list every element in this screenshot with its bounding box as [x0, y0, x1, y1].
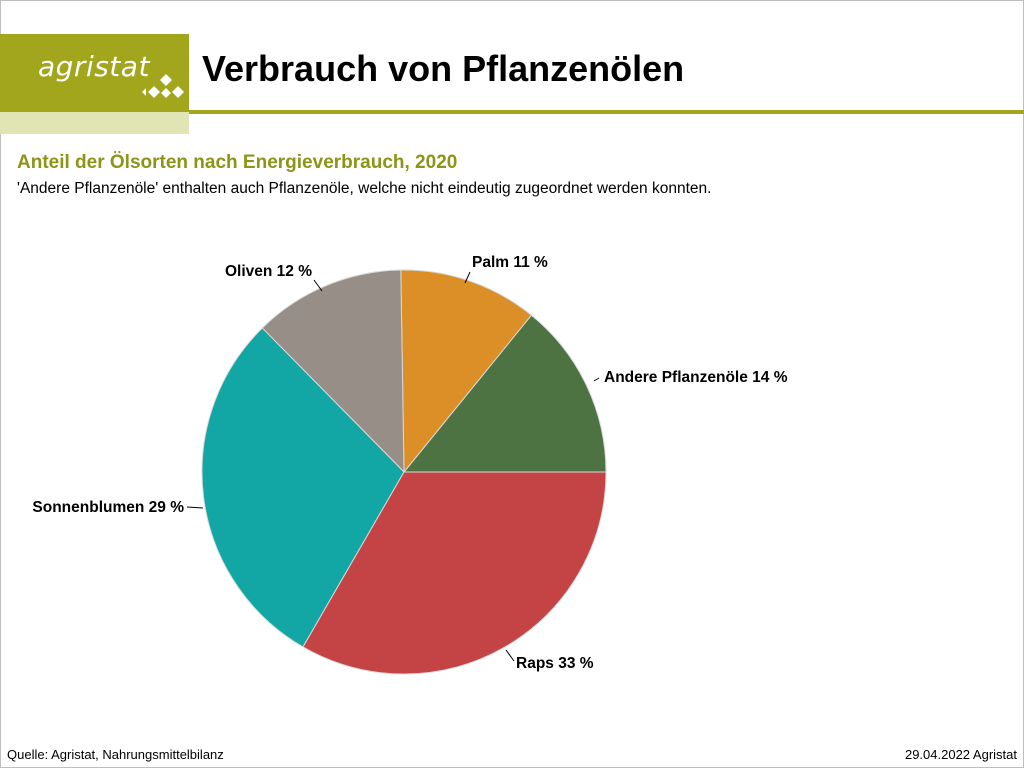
logo-box — [0, 34, 189, 112]
data-label: Raps 33 % — [516, 655, 594, 672]
pie-slice-palm — [400, 269, 533, 474]
leader-line — [464, 271, 471, 284]
logo-accent-bar — [0, 112, 189, 134]
data-label: Sonnenblumen 29 % — [32, 499, 184, 516]
page-title: Verbrauch von Pflanzenölen — [202, 48, 685, 89]
data-label: Oliven 12 % — [225, 263, 312, 280]
logo-diamond-icon — [142, 74, 184, 98]
pie-slice-sonnenblumen — [201, 327, 405, 648]
logo-text: agristat — [38, 50, 150, 83]
header-rule — [189, 110, 1024, 114]
chart-title: Anteil der Ölsorten nach Energieverbrauc… — [17, 152, 458, 173]
date-stamp: 29.04.2022 Agristat — [904, 747, 1017, 762]
chart-note: 'Andere Pflanzenöle' enthalten auch Pfla… — [17, 180, 712, 197]
pie-slice-andere-pflanzenöle — [402, 314, 607, 473]
pie-slice-oliven — [261, 269, 405, 474]
source-note: Quelle: Agristat, Nahrungsmittelbilanz — [7, 747, 224, 762]
leader-line — [313, 279, 323, 292]
data-label: Palm 11 % — [472, 254, 548, 271]
leader-line — [186, 506, 204, 509]
data-label: Andere Pflanzenöle 14 % — [604, 369, 788, 386]
pie-slice-raps — [302, 471, 607, 675]
leader-line — [505, 649, 515, 662]
leader-line — [593, 377, 600, 382]
